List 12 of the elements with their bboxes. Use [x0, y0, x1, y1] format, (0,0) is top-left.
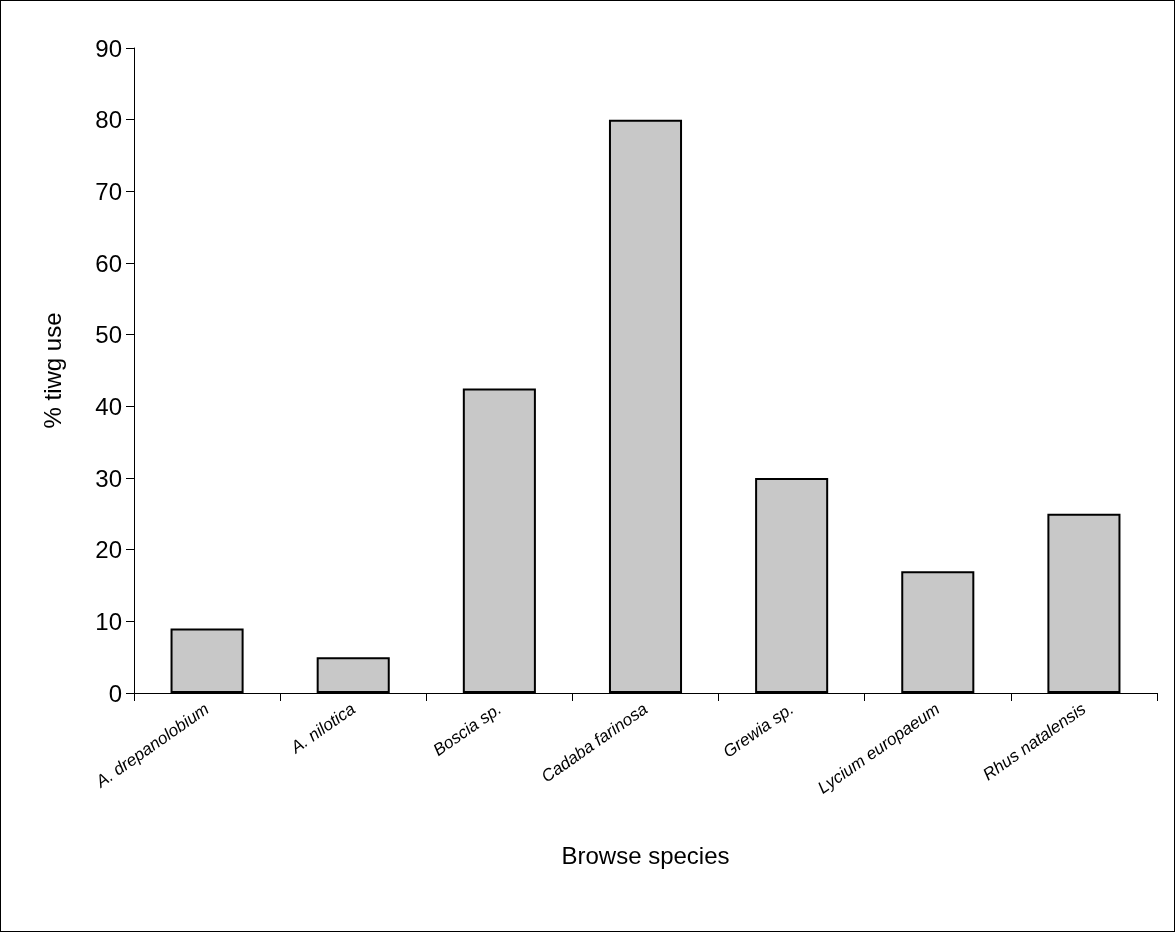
- y-tick-label: 80: [95, 106, 122, 134]
- x-axis-title: Browse species: [561, 841, 730, 869]
- y-tick-label: 20: [95, 536, 122, 564]
- y-tick-label: 60: [95, 249, 122, 277]
- y-axis-title: % tiwg use: [38, 312, 66, 429]
- y-tick-label: 90: [95, 34, 122, 62]
- y-tick-label: 30: [95, 464, 122, 492]
- y-tick-label: 10: [95, 607, 122, 635]
- y-tick-label: 40: [95, 392, 122, 420]
- y-tick-label: 0: [108, 679, 122, 707]
- y-tick-label: 70: [95, 177, 122, 205]
- y-tick-label: 50: [95, 321, 122, 349]
